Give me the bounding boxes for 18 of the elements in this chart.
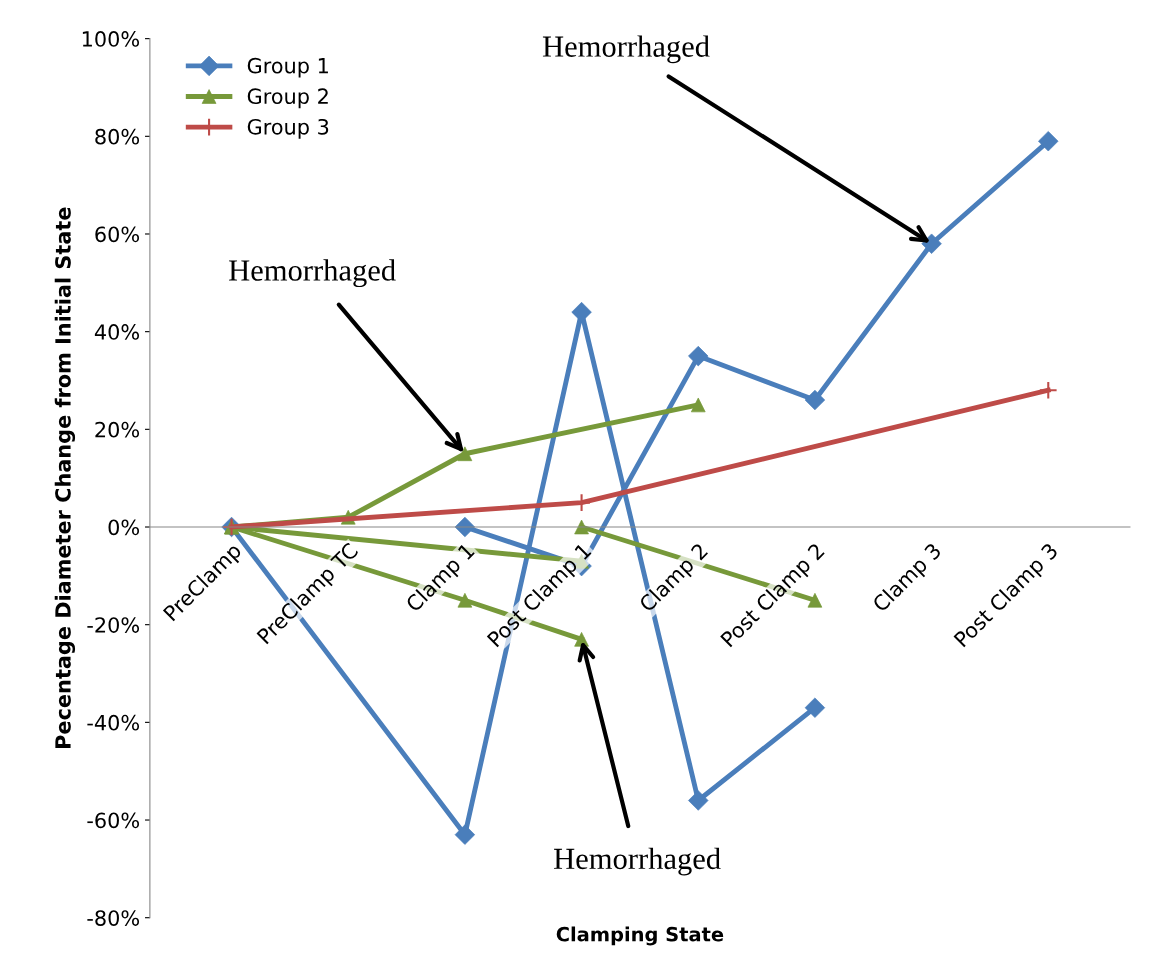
legend-label: Group 3 <box>247 118 329 139</box>
y-tick-label: -40% <box>87 714 140 731</box>
y-tick-label: -80% <box>87 910 140 926</box>
y-tick-label: -60% <box>87 812 140 829</box>
x-axis-title: Clamping State <box>556 926 724 946</box>
annotation: Hemorrhaged <box>554 847 721 876</box>
y-axis-title: Pecentage Diameter Change from Initial State <box>54 207 76 748</box>
y-tick-label: 40% <box>94 324 140 340</box>
legend-label: Group 1 <box>247 57 328 78</box>
y-tick-label: -20% <box>87 617 140 633</box>
y-tick-label: 60% <box>95 226 140 243</box>
legend-label: Group 2 <box>247 88 328 109</box>
annotation: Hemorrhaged <box>229 259 396 288</box>
y-tick-label: 100% <box>82 31 140 47</box>
y-tick-label: 0% <box>108 519 140 536</box>
y-tick-label: 80% <box>95 128 140 145</box>
annotation: Hemorrhaged <box>542 35 710 64</box>
y-tick-label: 20% <box>95 421 140 438</box>
